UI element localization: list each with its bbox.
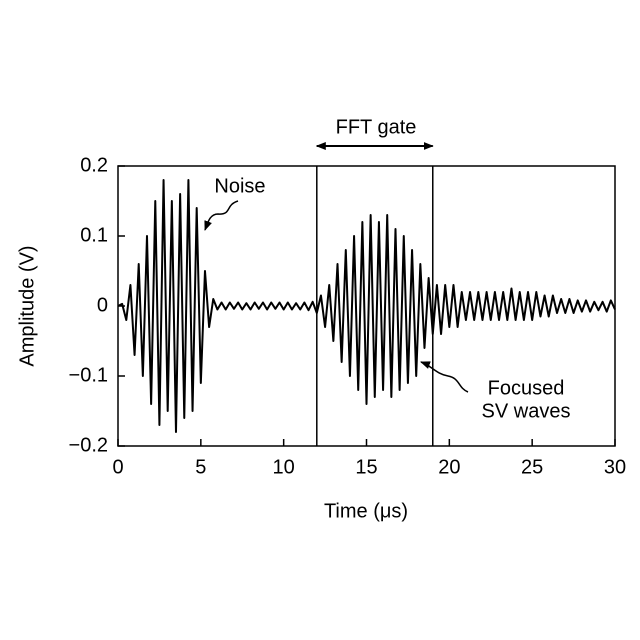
x-tick-label: 0 bbox=[112, 456, 123, 478]
x-tick-label: 20 bbox=[438, 456, 460, 478]
x-tick-label: 25 bbox=[521, 456, 543, 478]
x-tick-label: 15 bbox=[355, 456, 377, 478]
y-tick-label: −0.1 bbox=[69, 364, 108, 386]
y-tick-label: 0.2 bbox=[80, 154, 108, 176]
focused-label: SV waves bbox=[482, 400, 571, 422]
y-axis-label: Amplitude (V) bbox=[16, 245, 38, 366]
focused-label: Focused bbox=[488, 377, 565, 399]
x-tick-label: 10 bbox=[273, 456, 295, 478]
focused-arrow bbox=[421, 362, 468, 392]
gate-label: FFT gate bbox=[336, 116, 417, 138]
noise-label: Noise bbox=[214, 175, 265, 197]
x-axis-label: Time (μs) bbox=[324, 500, 408, 522]
x-tick-label: 5 bbox=[195, 456, 206, 478]
chart: Time (μs) Amplitude (V) FFT gate Noise F… bbox=[0, 0, 640, 640]
y-tick-label: 0 bbox=[97, 294, 108, 316]
x-tick-label: 30 bbox=[604, 456, 626, 478]
y-tick-label: 0.1 bbox=[80, 224, 108, 246]
noise-arrow bbox=[205, 201, 238, 230]
y-tick-label: −0.2 bbox=[69, 434, 108, 456]
